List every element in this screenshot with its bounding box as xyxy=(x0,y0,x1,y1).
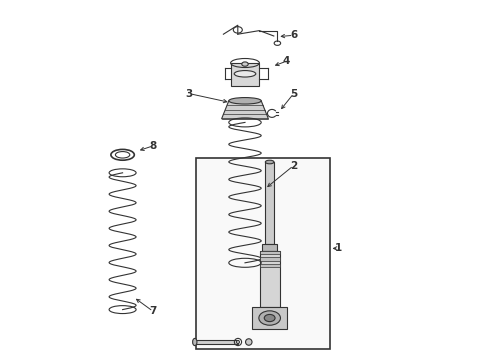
Polygon shape xyxy=(221,101,269,119)
Text: 8: 8 xyxy=(149,141,157,151)
Text: 1: 1 xyxy=(335,243,342,253)
Ellipse shape xyxy=(264,314,275,321)
Ellipse shape xyxy=(242,62,248,66)
Text: 5: 5 xyxy=(290,89,297,99)
Bar xyxy=(266,162,274,244)
Ellipse shape xyxy=(229,98,261,104)
Ellipse shape xyxy=(237,341,240,343)
Ellipse shape xyxy=(259,311,280,325)
Bar xyxy=(260,251,280,254)
Bar xyxy=(195,340,238,344)
Bar xyxy=(196,158,330,349)
FancyBboxPatch shape xyxy=(231,63,259,86)
FancyBboxPatch shape xyxy=(252,307,287,329)
Bar xyxy=(260,257,280,261)
Text: 7: 7 xyxy=(149,306,157,316)
Ellipse shape xyxy=(234,71,256,77)
Text: 3: 3 xyxy=(186,89,193,99)
Ellipse shape xyxy=(116,152,130,158)
Bar xyxy=(260,251,280,307)
Ellipse shape xyxy=(193,338,197,346)
Text: 2: 2 xyxy=(290,161,297,171)
Text: 4: 4 xyxy=(283,56,290,66)
Bar xyxy=(260,264,280,267)
Bar xyxy=(263,244,277,251)
Ellipse shape xyxy=(266,160,274,164)
Text: 6: 6 xyxy=(290,30,297,40)
Ellipse shape xyxy=(245,339,252,345)
